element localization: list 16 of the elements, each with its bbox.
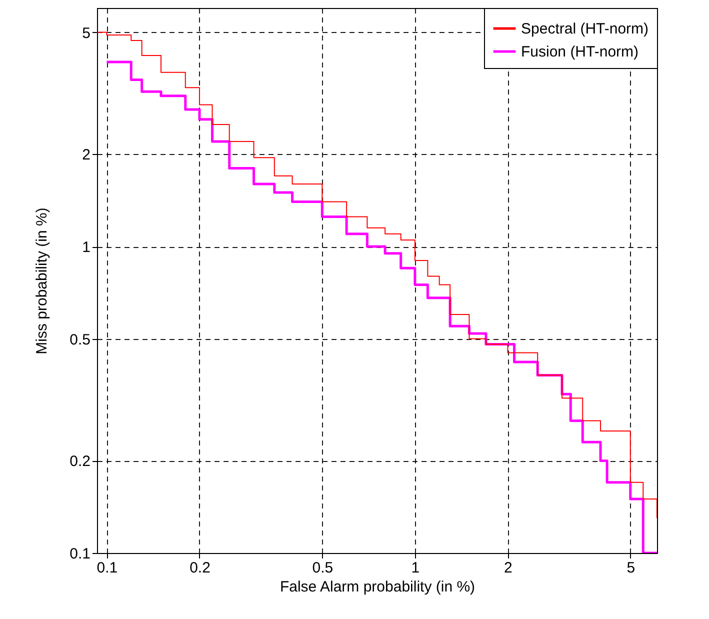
y-tick-label: 2 [82,146,90,164]
x-tick-label: 2 [504,560,512,576]
y-tick-label: 0.5 [70,331,90,348]
x-tick-label: 1 [411,560,420,576]
y-axis-title: Miss probability (in %) [34,208,51,354]
x-tick-label: 0.1 [96,560,118,576]
y-tick-label: 5 [82,24,90,42]
x-tick-label: 0.2 [190,560,210,576]
x-tick-label: 5 [626,560,636,576]
x-axis-title: False Alarm probability (in %) [280,578,476,596]
y-tick-label: 0.1 [70,546,90,562]
legend-label: Spectral (HT-norm) [521,20,649,38]
y-tick-label: 1 [82,239,90,256]
y-tick-label: 0.2 [70,453,90,470]
legend-label: Fusion (HT-norm) [521,44,639,60]
x-tick-label: 0.5 [312,560,334,576]
